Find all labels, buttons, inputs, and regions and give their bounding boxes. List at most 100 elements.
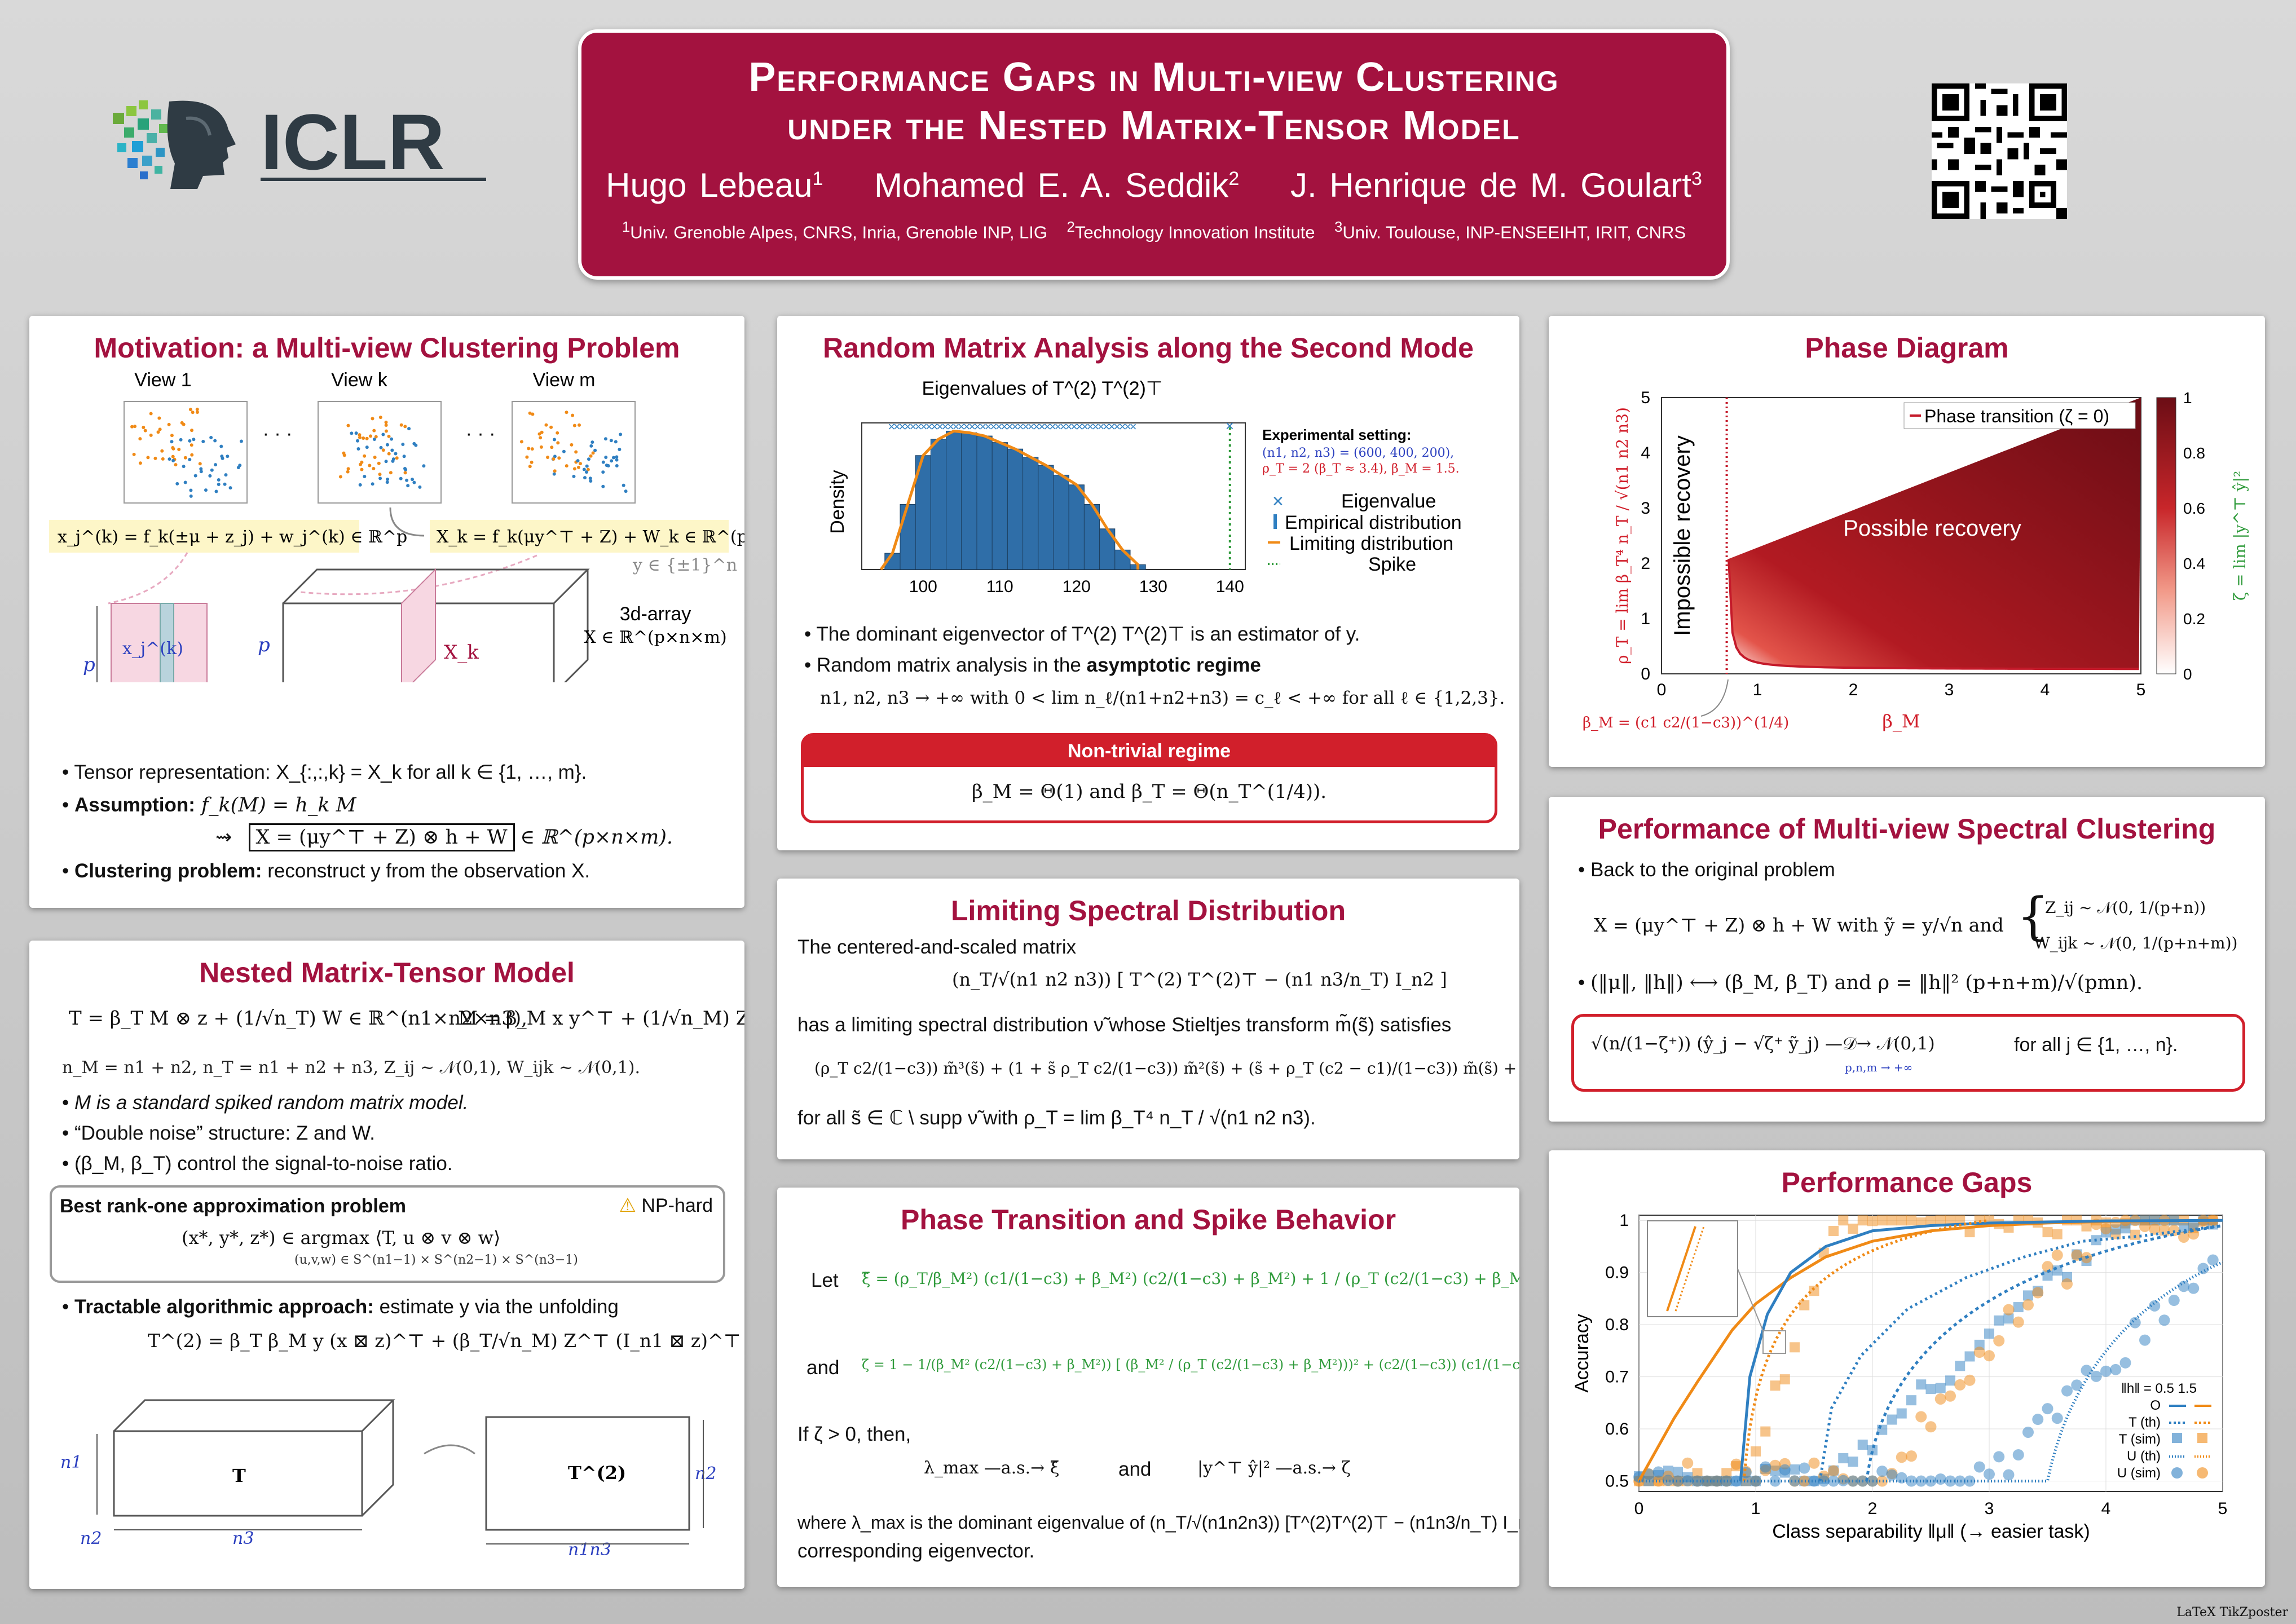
legend-eigenvalue-icon: × (1272, 491, 1284, 512)
scatter-point (525, 455, 529, 459)
sim-point (1838, 1215, 1849, 1226)
scatter-point (372, 467, 376, 471)
phase-ytick: 2 (1641, 554, 1650, 573)
scatter-point (552, 472, 556, 476)
eigenvalue-marker: × (1022, 420, 1029, 434)
dots-2: · · · (466, 423, 496, 444)
scatter-point (390, 437, 394, 441)
perf-line-2: • (‖μ‖, ‖h‖) ⟷ (β_M, β_T) and ρ = ‖h‖² (… (1578, 972, 2143, 994)
eigenvalue-marker: × (888, 420, 895, 434)
gaps-legend-Uth: U (th) (2127, 1449, 2161, 1464)
phase-ytick: 3 (1641, 499, 1650, 518)
sim-point (1790, 1464, 1800, 1475)
gaps-xtick: 5 (2218, 1499, 2228, 1518)
scatter-point (214, 489, 218, 493)
rma-xtick: 100 (909, 577, 937, 596)
n2-label: n2 (80, 1529, 102, 1548)
scatter-point (589, 444, 593, 448)
eigenvalue-marker: × (1060, 420, 1067, 434)
regime-eq: n1, n2, n3 → +∞ with 0 < lim n_ℓ/(n1+n2+… (820, 688, 1505, 708)
array-label: 3d-array (620, 603, 691, 625)
scatter-point (360, 460, 364, 464)
clt-box: √(n/(1−ζ⁺)) (ŷ_j − √ζ⁺ ỹ_j) —𝒟→ 𝒩(0,1) p… (1571, 1014, 2245, 1092)
gaps-legend-header: ‖h‖ = 0.5 1.5 (2121, 1381, 2197, 1396)
nested-eq-1: T = β_T M ⊗ z + (1/√n_T) W ∈ ℝ^(n1×n2×n3… (69, 1007, 527, 1030)
sim-point (2129, 1317, 2141, 1329)
scatter-point (149, 412, 153, 416)
scatter-point (570, 443, 574, 447)
scatter-point (587, 457, 590, 461)
scatter-point (422, 464, 426, 468)
scatter-point (606, 464, 610, 468)
sim-point (2130, 1229, 2140, 1240)
eigenvalue-marker: × (1076, 420, 1083, 434)
sim-point (2081, 1221, 2092, 1232)
xj-label: x_j^(k) (122, 639, 183, 659)
n1n3-label: n1n3 (568, 1540, 611, 1560)
gaps-legend-Tth: T (th) (2128, 1415, 2161, 1430)
qr-code[interactable] (1932, 83, 2067, 219)
panel-performance: Performance of Multi-view Spectral Clust… (1549, 797, 2265, 1122)
gaps-xlabel: Class separability ‖μ‖ (→ easier task) (1772, 1521, 2090, 1542)
rma-chart-title: Eigenvalues of T^(2) T^(2)⊤ (922, 378, 1163, 399)
scatter-point (372, 438, 376, 442)
sim-point (2013, 1302, 2024, 1313)
histogram-bar (930, 439, 947, 570)
scatter-point (346, 467, 350, 471)
nested-eq-2: M = β_M x y^⊤ + (1/√n_M) Z ∈ ℝ^(n1×n2) (458, 1007, 744, 1030)
scatter-point (556, 431, 559, 435)
scatter-point (239, 439, 243, 443)
view-m-label: View m (533, 369, 596, 391)
author-list: Hugo Lebeau1 Mohamed E. A. Seddik2 J. He… (581, 166, 1726, 205)
rank-one-box: Best rank-one approximation problem ⚠ NP… (50, 1185, 725, 1283)
sim-point (2061, 1385, 2073, 1397)
scatter-point (385, 443, 389, 447)
phase-ytick: 1 (1641, 610, 1650, 628)
series-line (1865, 1224, 2223, 1481)
sim-point (1673, 1467, 1683, 1477)
scatter-point (363, 474, 367, 478)
nested-bullet-1: • M is a standard spiked random matrix m… (62, 1092, 469, 1114)
eigenvalue-marker: × (1087, 420, 1094, 434)
gaps-xtick: 3 (1985, 1499, 1994, 1518)
sim-point (1993, 1335, 2005, 1347)
scatter-point (565, 411, 569, 414)
rma-xtick: 120 (1063, 577, 1091, 596)
sim-point (1906, 1395, 1916, 1406)
eigenvalue-marker: × (963, 420, 971, 434)
scatter-point (372, 429, 376, 433)
eigenvalue-marker: × (1049, 420, 1056, 434)
sim-point (2032, 1414, 2044, 1426)
phase-legend: Phase transition (ζ = 0) (1924, 406, 2109, 426)
scatter-point (384, 460, 388, 464)
rma-bullet-1: • The dominant eigenvector of T^(2) T^(2… (804, 623, 1360, 645)
scatter-point (593, 448, 597, 452)
scatter-point (224, 473, 228, 477)
gaps-xtick: 0 (1634, 1499, 1644, 1518)
phase-xtick: 5 (2136, 681, 2146, 699)
series-line (1739, 1219, 2223, 1481)
scatter-point (582, 467, 586, 471)
zeta-eq: ζ = 1 − 1/(β_M² (c2/(1−c3) + β_M²)) [ (β… (862, 1357, 1519, 1373)
scatter-point (399, 476, 403, 480)
eigenvalue-marker: × (990, 420, 997, 434)
phase-ytick: 0 (1641, 665, 1650, 683)
scatter-point (614, 440, 618, 444)
T-label: T (232, 1465, 246, 1486)
cbar-tick: 0.4 (2183, 555, 2205, 572)
scatter-point (188, 439, 192, 443)
sim-point (1945, 1390, 1956, 1402)
scatter-point (618, 447, 622, 451)
histogram-bar (1038, 465, 1054, 570)
scatter-point (360, 467, 364, 471)
scatter-point (168, 457, 171, 461)
author-2: Mohamed E. A. Seddik2 (874, 166, 1240, 204)
eigenvalue-marker: × (942, 420, 949, 434)
scatter-point (403, 425, 407, 429)
scatter-point (374, 435, 378, 439)
histogram-bar (1007, 448, 1024, 570)
eigenvalue-marker: × (909, 420, 916, 434)
eigenvalue-marker: × (1081, 420, 1088, 434)
scatter-point (530, 447, 534, 451)
scatter-point (556, 441, 560, 445)
